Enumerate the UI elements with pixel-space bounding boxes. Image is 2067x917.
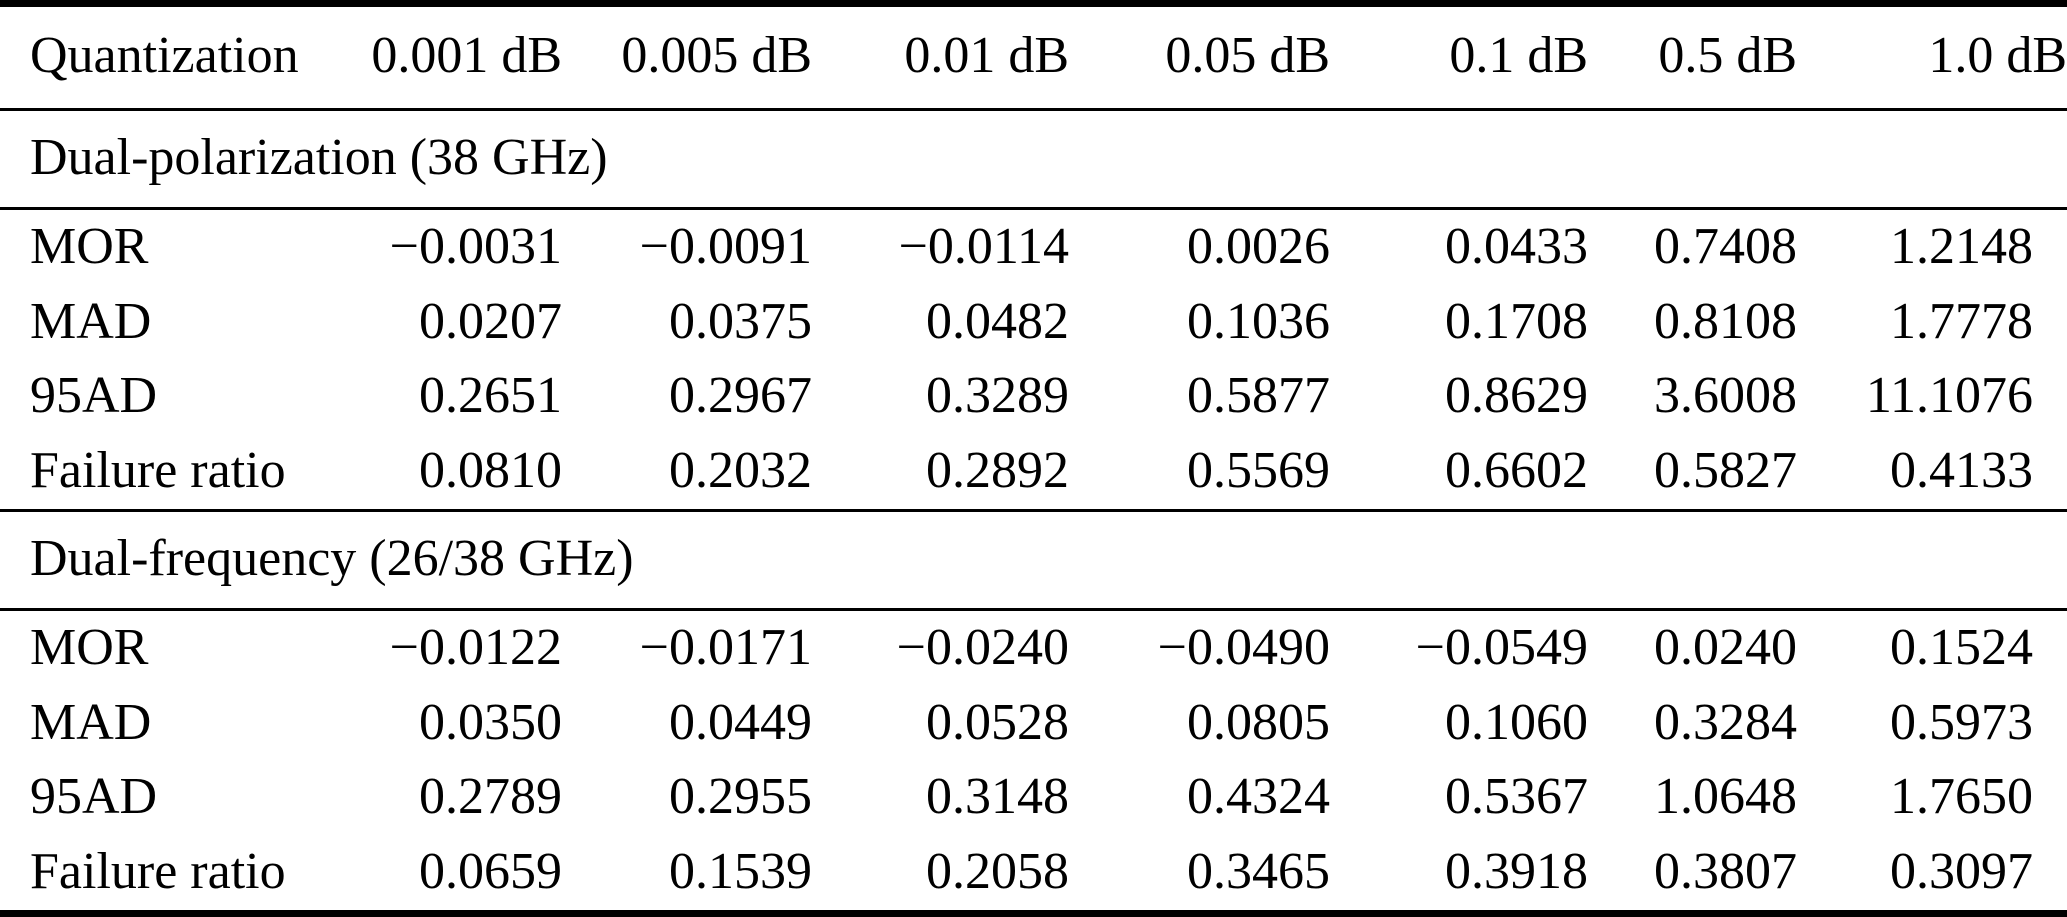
column-header: 1.0 dB <box>1928 27 2067 84</box>
cell-value: −0.0031 <box>389 218 562 276</box>
row-label: MOR <box>30 218 149 276</box>
table-row-mad: MAD 0.0350 0.0449 0.0528 0.0805 0.1060 0… <box>0 686 2067 761</box>
row-label: 95AD <box>30 367 158 425</box>
cell-value: 0.0026 <box>1187 218 1330 276</box>
cell-value: 1.0648 <box>1654 768 1797 826</box>
cell-value: 0.5367 <box>1445 768 1588 826</box>
cell-value: 0.2058 <box>926 842 1069 900</box>
row-label: Failure ratio <box>30 441 286 499</box>
cell-value: 0.3918 <box>1445 842 1588 900</box>
table-row-mor: MOR −0.0031 −0.0091 −0.0114 0.0026 0.043… <box>0 209 2067 285</box>
cell-value: 0.3289 <box>926 367 1069 425</box>
cell-value: 0.0433 <box>1445 218 1588 276</box>
cell-value: 0.0805 <box>1187 693 1330 751</box>
cell-value: 0.0350 <box>419 693 562 751</box>
cell-value: 0.3148 <box>926 768 1069 826</box>
cell-value: 0.6602 <box>1445 441 1588 499</box>
table-header-row: Quantization 0.001 dB 0.005 dB 0.01 dB 0… <box>0 4 2067 110</box>
table-row-mor: MOR −0.0122 −0.0171 −0.0240 −0.0490 −0.0… <box>0 610 2067 686</box>
cell-value: 0.0659 <box>419 842 562 900</box>
section-header-dual-frequency: Dual-frequency (26/38 GHz) <box>0 508 2067 612</box>
cell-value: 0.7408 <box>1654 218 1797 276</box>
section-title: Dual-polarization (38 GHz) <box>0 107 2067 211</box>
cell-value: 0.5569 <box>1187 441 1330 499</box>
cell-value: 0.8108 <box>1654 292 1797 350</box>
table-row-mad: MAD 0.0207 0.0375 0.0482 0.1036 0.1708 0… <box>0 285 2067 360</box>
column-header: 0.001 dB <box>371 27 562 84</box>
cell-value: −0.0171 <box>639 619 812 677</box>
cell-value: 1.7650 <box>1890 768 2033 826</box>
cell-value: 0.0528 <box>926 693 1069 751</box>
cell-value: 0.2032 <box>669 441 812 499</box>
row-label: Failure ratio <box>30 842 286 900</box>
cell-value: 0.8629 <box>1445 367 1588 425</box>
cell-value: 0.4133 <box>1890 441 2033 499</box>
cell-value: −0.0240 <box>896 619 1069 677</box>
column-header-quantization: Quantization <box>30 27 299 84</box>
cell-value: 0.0375 <box>669 292 812 350</box>
cell-value: 0.1539 <box>669 842 812 900</box>
cell-value: 0.1036 <box>1187 292 1330 350</box>
cell-value: 1.7778 <box>1890 292 2033 350</box>
cell-value: 0.0240 <box>1654 619 1797 677</box>
column-header: 0.1 dB <box>1449 27 1588 84</box>
cell-value: 0.4324 <box>1187 768 1330 826</box>
table-row-95ad: 95AD 0.2651 0.2967 0.3289 0.5877 0.8629 … <box>0 359 2067 434</box>
cell-value: −0.0549 <box>1415 619 1588 677</box>
column-header: 0.005 dB <box>621 27 812 84</box>
cell-value: −0.0490 <box>1157 619 1330 677</box>
cell-value: 0.1524 <box>1890 619 2033 677</box>
column-header: 0.05 dB <box>1165 27 1330 84</box>
cell-value: 0.1708 <box>1445 292 1588 350</box>
cell-value: 0.2955 <box>669 768 812 826</box>
cell-value: 0.2892 <box>926 441 1069 499</box>
cell-value: 3.6008 <box>1654 367 1797 425</box>
cell-value: 0.3097 <box>1890 842 2033 900</box>
row-label: 95AD <box>30 768 158 826</box>
cell-value: −0.0122 <box>389 619 562 677</box>
section-header-dual-polarization: Dual-polarization (38 GHz) <box>0 107 2067 211</box>
cell-value: 0.3284 <box>1654 693 1797 751</box>
cell-value: 0.0482 <box>926 292 1069 350</box>
cell-value: 1.2148 <box>1890 218 2033 276</box>
table-row-failure-ratio: Failure ratio 0.0810 0.2032 0.2892 0.556… <box>0 434 2067 510</box>
cell-value: −0.0091 <box>639 218 812 276</box>
table-row-failure-ratio: Failure ratio 0.0659 0.1539 0.2058 0.346… <box>0 835 2067 913</box>
cell-value: 0.1060 <box>1445 693 1588 751</box>
column-header: 0.01 dB <box>904 27 1069 84</box>
cell-value: 0.2651 <box>419 367 562 425</box>
row-label: MAD <box>30 693 152 751</box>
cell-value: −0.0114 <box>898 218 1069 276</box>
cell-value: 0.2967 <box>669 367 812 425</box>
section-title: Dual-frequency (26/38 GHz) <box>0 508 2067 612</box>
cell-value: 0.5973 <box>1890 693 2033 751</box>
cell-value: 0.0449 <box>669 693 812 751</box>
row-label: MOR <box>30 619 149 677</box>
row-label: MAD <box>30 292 152 350</box>
cell-value: 11.1076 <box>1865 367 2033 425</box>
cell-value: 0.2789 <box>419 768 562 826</box>
cell-value: 0.5877 <box>1187 367 1330 425</box>
cell-value: 0.3465 <box>1187 842 1330 900</box>
column-header: 0.5 dB <box>1658 27 1797 84</box>
cell-value: 0.0810 <box>419 441 562 499</box>
cell-value: 0.0207 <box>419 292 562 350</box>
cell-value: 0.5827 <box>1654 441 1797 499</box>
table-row-95ad: 95AD 0.2789 0.2955 0.3148 0.4324 0.5367 … <box>0 760 2067 835</box>
cell-value: 0.3807 <box>1654 842 1797 900</box>
